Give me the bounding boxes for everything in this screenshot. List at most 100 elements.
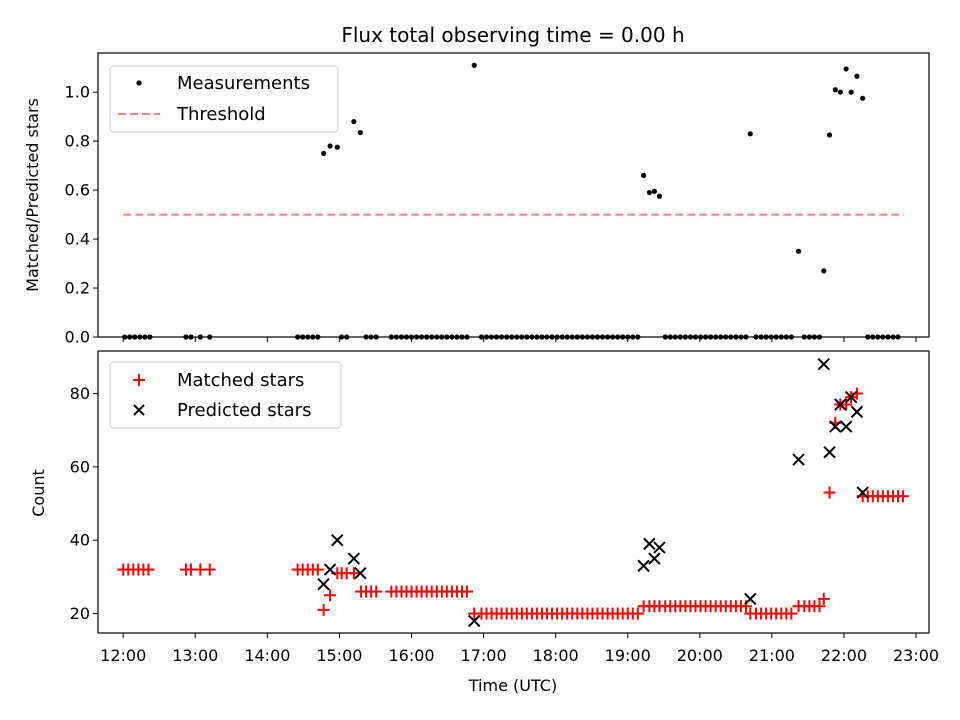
y-tick-label: 0.6 <box>65 181 90 200</box>
x-tick-label: 13:00 <box>172 646 218 665</box>
predicted-star-point <box>792 453 805 466</box>
predicted-star-point <box>844 390 858 404</box>
matched-star-point <box>897 490 910 503</box>
measurement-point <box>351 118 357 125</box>
measurement-point <box>848 89 854 95</box>
x-tick-label: 22:00 <box>821 646 867 665</box>
predicted-star-point <box>331 534 344 547</box>
x-tick-label: 17:00 <box>461 646 507 665</box>
predicted-star-point <box>856 486 869 499</box>
predicted-star-point <box>317 578 330 591</box>
ratio-y-ticks: 0.0 0.2 0.4 0.6 0.8 1.0 <box>65 83 98 347</box>
predicted-star-point <box>323 563 337 576</box>
measurement-point <box>832 87 838 93</box>
y-tick-label: 60 <box>70 457 90 476</box>
predicted-star-point <box>817 357 830 371</box>
measurement-point <box>651 188 658 194</box>
y-tick-label: 0.8 <box>65 132 90 151</box>
matched-star-point <box>347 567 360 580</box>
measurement-point <box>854 73 860 79</box>
legend-threshold-label: Threshold <box>176 104 266 125</box>
ratio-panel: 0.0 0.2 0.4 0.6 0.8 1.0 Matched/Predicted sta… <box>23 52 930 347</box>
y-tick-label: 80 <box>70 384 90 403</box>
measurement-point <box>843 66 849 72</box>
x-tick-label: 20:00 <box>677 646 723 665</box>
predicted-star-point <box>653 541 666 554</box>
matched-star-point <box>817 592 830 605</box>
legend-dot-marker <box>136 80 142 86</box>
matched-star-point <box>461 585 474 598</box>
matched-star-point <box>850 387 863 400</box>
matched-star-point <box>823 486 836 499</box>
ratio-x-ticks <box>122 337 917 342</box>
legend-predicted-label: Predicted stars <box>177 400 311 421</box>
predicted-star-point <box>637 559 650 573</box>
x-tick-label: 18:00 <box>533 646 579 665</box>
count-x-ticks: 12:00 13:00 14:00 15:00 16:00 17:00 18:00 19:00… <box>100 633 939 665</box>
y-tick-label: 20 <box>70 604 90 623</box>
chart-title: Flux total observing time = 0.00 h <box>341 23 684 47</box>
measurement-point <box>334 144 340 150</box>
legend-x-marker <box>133 404 145 416</box>
predicted-star-point <box>643 537 656 551</box>
y-tick-label: 1.0 <box>65 83 90 102</box>
matched-star-point <box>324 589 337 602</box>
matched-star-point <box>840 398 853 411</box>
matched-star-point <box>317 603 330 616</box>
count-legend: Matched stars Predicted stars <box>109 361 342 429</box>
predicted-star-point <box>823 446 836 459</box>
measurement-point <box>795 248 802 254</box>
measurement-point <box>640 172 647 179</box>
matched-star-point <box>370 585 383 598</box>
legend-measurements-label: Measurements <box>177 73 310 94</box>
predicted-star-point <box>834 398 847 411</box>
x-axis-label: Time (UTC) <box>468 676 557 695</box>
matched-star-point <box>631 607 644 620</box>
count-y-axis-label: Count <box>29 469 48 517</box>
ratio-panel-frame <box>97 52 930 338</box>
predicted-star-point <box>648 552 661 565</box>
predicted-star-point <box>850 405 864 419</box>
x-tick-label: 21:00 <box>749 646 795 665</box>
matched-stars-points <box>117 387 910 620</box>
measurement-point <box>826 132 833 138</box>
legend-matched-label: Matched stars <box>177 370 304 391</box>
predicted-star-point <box>744 592 757 606</box>
y-tick-label: 0.4 <box>65 230 90 249</box>
measurement-point <box>837 89 843 95</box>
y-tick-label: 0.2 <box>65 279 90 298</box>
x-tick-label: 23:00 <box>893 646 939 665</box>
matched-star-point <box>785 607 798 620</box>
ratio-legend: Measurements Threshold <box>109 65 339 133</box>
legend-plus-marker <box>133 374 145 386</box>
x-tick-label: 19:00 <box>605 646 651 665</box>
count-panel-frame <box>97 350 930 634</box>
matched-star-point <box>142 563 155 576</box>
measurement-point <box>646 189 652 196</box>
measurement-point <box>821 268 827 274</box>
predicted-star-point <box>839 420 853 433</box>
measurement-point <box>860 95 866 101</box>
predicted-star-point <box>829 420 842 433</box>
predicted-stars-points <box>317 357 869 628</box>
x-tick-label: 12:00 <box>100 646 146 665</box>
measurement-point <box>327 143 333 149</box>
measurement-point <box>656 193 663 199</box>
x-tick-label: 15:00 <box>316 646 362 665</box>
x-tick-label: 14:00 <box>244 646 290 665</box>
matched-star-point <box>311 563 324 576</box>
y-tick-label: 0.0 <box>65 328 90 347</box>
measurement-point <box>357 129 363 136</box>
ratio-y-axis-label: Matched/Predicted stars <box>23 98 42 292</box>
x-tick-label: 16:00 <box>388 646 434 665</box>
measurement-point <box>320 150 327 156</box>
y-tick-label: 40 <box>70 531 90 550</box>
predicted-star-point <box>347 552 361 565</box>
count-y-ticks: 20 40 60 80 <box>70 384 98 623</box>
measurement-point <box>471 62 477 68</box>
predicted-star-point <box>468 614 481 628</box>
matched-star-point <box>813 600 826 613</box>
measurement-point <box>747 131 753 137</box>
